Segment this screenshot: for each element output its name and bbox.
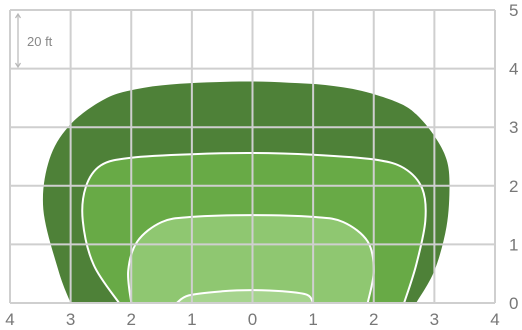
scale-bar-top-cap [14,12,22,19]
y-tick-labels: 0 1 2 3 4 5 [509,1,518,313]
x-tick-label: 2 [127,310,136,329]
y-tick-label: 4 [509,60,518,79]
series-group [42,81,450,304]
y-tick-label: 2 [509,177,518,196]
x-tick-label: 1 [308,310,317,329]
y-tick-label: 3 [509,118,518,137]
x-tick-label: 3 [66,310,75,329]
x-tick-label: 3 [430,310,439,329]
x-tick-label: 2 [369,310,378,329]
x-tick-labels: 4 3 2 1 0 1 2 3 4 [5,310,499,329]
x-tick-label: 0 [248,310,257,329]
x-tick-label: 4 [490,310,499,329]
y-tick-label: 5 [509,1,518,20]
y-tick-label: 0 [509,294,518,313]
x-tick-label: 1 [187,310,196,329]
y-tick-label: 1 [509,235,518,254]
scale-bar-bottom-cap [14,62,22,69]
scale-label: 20 ft [27,34,53,49]
x-tick-label: 4 [5,310,14,329]
grid-group [9,9,496,304]
scale-indicator: 20 ft [14,12,53,69]
